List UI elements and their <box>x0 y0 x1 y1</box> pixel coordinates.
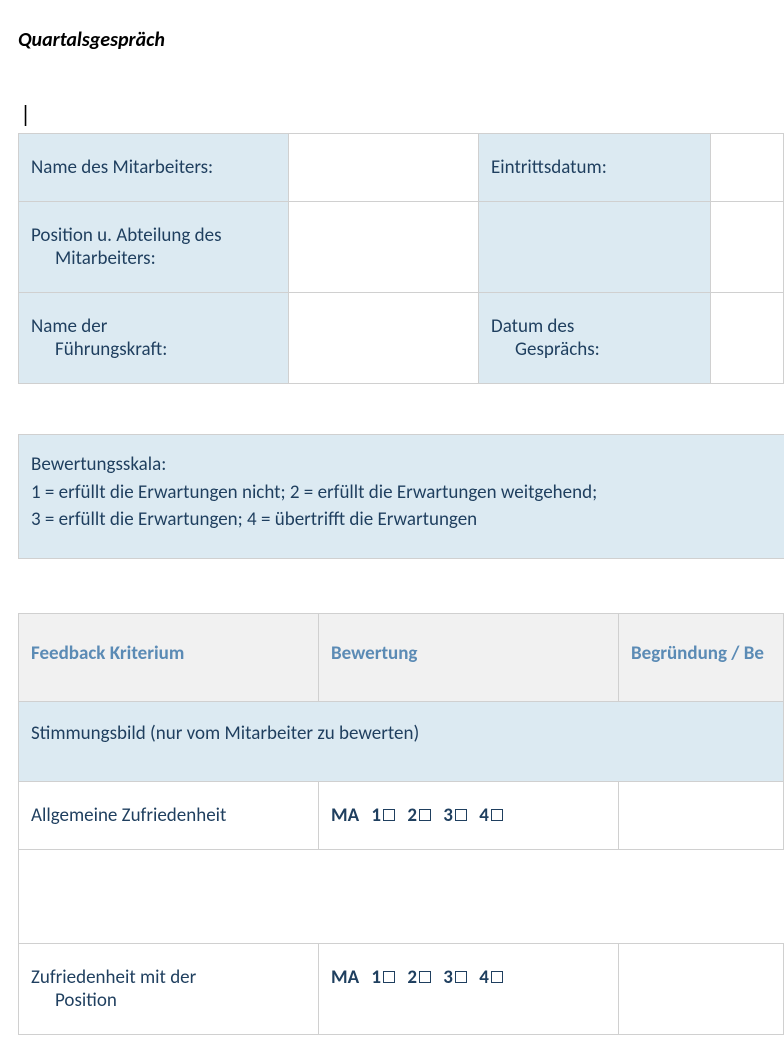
table-row: Allgemeine Zufriedenheit MA 1 2 3 4 <box>19 781 784 849</box>
col-criterion: Feedback Kriterium <box>19 613 319 701</box>
rating-scale-box: Bewertungsskala: 1 = erfüllt die Erwartu… <box>18 434 784 559</box>
feedback-table: Feedback Kriterium Bewertung Begründung … <box>18 613 784 1035</box>
checkbox-icon[interactable] <box>455 971 467 983</box>
label-text: Name der <box>31 315 107 338</box>
col-reason: Begründung / Be <box>619 613 784 701</box>
checkbox-icon[interactable] <box>491 809 503 821</box>
scale-line: 1 = erfüllt die Erwartungen nicht; 2 = e… <box>31 479 772 507</box>
page-title: Quartalsgespräch <box>18 28 784 52</box>
label-text: Gesprächs: <box>491 338 698 361</box>
rating-option[interactable]: 1 <box>371 804 395 827</box>
table-row: Name der Führungskraft: Datum des Gesprä… <box>19 293 784 384</box>
rating-options: MA 1 2 3 4 <box>331 966 503 989</box>
spacer-cell <box>19 849 784 943</box>
section-header: Stimmungsbild (nur vom Mitarbeiter zu be… <box>19 701 784 781</box>
label-position-dept: Position u. Abteilung des Mitarbeiters: <box>19 202 289 293</box>
checkbox-icon[interactable] <box>419 971 431 983</box>
checkbox-icon[interactable] <box>383 971 395 983</box>
employee-info-table: Name des Mitarbeiters: Eintrittsdatum: P… <box>18 133 784 384</box>
table-header-row: Feedback Kriterium Bewertung Begründung … <box>19 613 784 701</box>
reason-cell[interactable] <box>619 943 784 1034</box>
table-spacer-row <box>19 849 784 943</box>
value-manager-name[interactable] <box>289 293 479 384</box>
criterion-position-satisfaction: Zufriedenheit mit der Position <box>19 943 319 1034</box>
label-text: Eintrittsdatum: <box>491 156 607 179</box>
label-text: Name des Mitarbeiters: <box>31 156 213 179</box>
criterion-text: Position <box>31 989 306 1012</box>
label-employee-name: Name des Mitarbeiters: <box>19 134 289 202</box>
col-rating: Bewertung <box>319 613 619 701</box>
table-row: Position u. Abteilung des Mitarbeiters: <box>19 202 784 293</box>
criterion-general-satisfaction: Allgemeine Zufriedenheit <box>19 781 319 849</box>
value-position-dept[interactable] <box>289 202 479 293</box>
label-text: Position u. Abteilung des <box>31 224 222 247</box>
label-text: Datum des <box>491 315 574 338</box>
criterion-text: Zufriedenheit mit der <box>31 966 196 989</box>
label-manager-name: Name der Führungskraft: <box>19 293 289 384</box>
label-text: Führungskraft: <box>31 338 276 361</box>
value-employee-name[interactable] <box>289 134 479 202</box>
table-row: Zufriedenheit mit der Position MA 1 2 3 … <box>19 943 784 1034</box>
rating-option[interactable]: 4 <box>479 804 503 827</box>
rating-cell[interactable]: MA 1 2 3 4 <box>319 781 619 849</box>
checkbox-icon[interactable] <box>419 809 431 821</box>
checkbox-icon[interactable] <box>455 809 467 821</box>
scale-line: 3 = erfüllt die Erwartungen; 4 = übertri… <box>31 506 772 534</box>
value-meeting-date[interactable] <box>711 293 784 384</box>
reason-cell[interactable] <box>619 781 784 849</box>
label-meeting-date: Datum des Gesprächs: <box>479 293 711 384</box>
table-row: Name des Mitarbeiters: Eintrittsdatum: <box>19 134 784 202</box>
rating-option[interactable]: 2 <box>407 804 431 827</box>
checkbox-icon[interactable] <box>383 809 395 821</box>
criterion-text: Allgemeine Zufriedenheit <box>31 804 226 827</box>
table-section-row: Stimmungsbild (nur vom Mitarbeiter zu be… <box>19 701 784 781</box>
checkbox-icon[interactable] <box>491 971 503 983</box>
rating-options: MA 1 2 3 4 <box>331 804 503 827</box>
rating-option[interactable]: 4 <box>479 966 503 989</box>
label-empty <box>479 202 711 293</box>
rating-prefix: MA <box>331 966 359 989</box>
value-entry-date[interactable] <box>711 134 784 202</box>
rating-cell[interactable]: MA 1 2 3 4 <box>319 943 619 1034</box>
value-empty[interactable] <box>711 202 784 293</box>
label-entry-date: Eintrittsdatum: <box>479 134 711 202</box>
rating-option[interactable]: 2 <box>407 966 431 989</box>
rating-option[interactable]: 3 <box>443 966 467 989</box>
scale-title: Bewertungsskala: <box>31 451 772 479</box>
rating-option[interactable]: 1 <box>371 966 395 989</box>
text-cursor: | <box>18 100 784 129</box>
rating-option[interactable]: 3 <box>443 804 467 827</box>
rating-prefix: MA <box>331 804 359 827</box>
label-text: Mitarbeiters: <box>31 247 276 270</box>
